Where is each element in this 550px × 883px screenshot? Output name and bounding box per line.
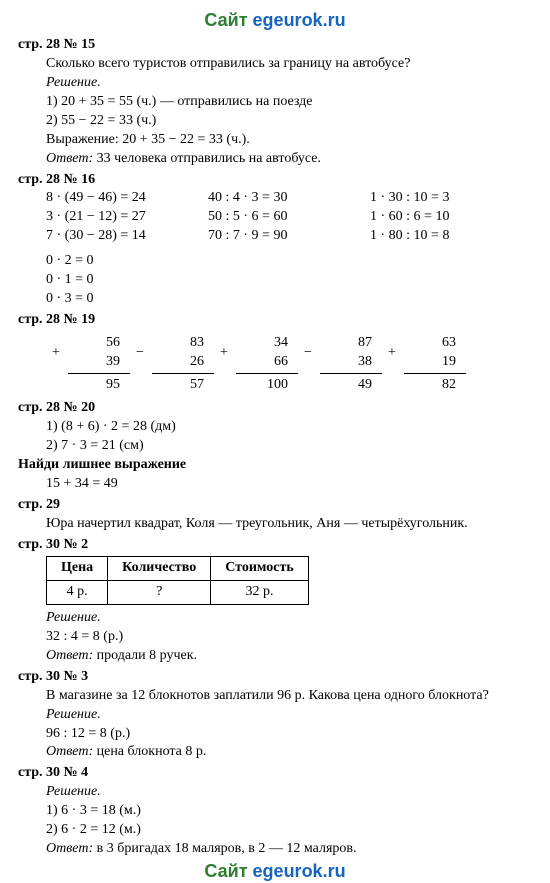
- sec-30-3-header: стр. 30 № 3: [18, 668, 532, 687]
- arith-2: − 83 26 57: [130, 334, 214, 396]
- p16-e1: 0 · 2 = 0: [46, 252, 532, 271]
- p15-reshenie: Решение.: [46, 74, 532, 93]
- table-row: Цена Количество Стоимость: [47, 557, 309, 581]
- arith-3-op: +: [220, 344, 228, 363]
- p15-ans-text: 33 человека отправились на автобусе.: [93, 151, 321, 166]
- sec-29-header: стр. 29: [18, 496, 532, 515]
- sec-28-16-header: стр. 28 № 16: [18, 171, 532, 190]
- p15-answer: Ответ: 33 человека отправились на автобу…: [46, 150, 532, 169]
- sec-28-15-header: стр. 28 № 15: [18, 36, 532, 55]
- site-word1: Сайт: [204, 10, 247, 30]
- p16-row1: 8 · (49 − 46) = 24 40 : 4 · 3 = 30 1 · 3…: [46, 189, 532, 208]
- p30-2-answer: Ответ: продали 8 ручек.: [46, 647, 532, 666]
- table-row: 4 р. ? 32 р.: [47, 581, 309, 605]
- p20-extra: 15 + 34 = 49: [46, 475, 532, 494]
- p30-2-reshenie: Решение.: [46, 609, 532, 628]
- p15-ans-label: Ответ:: [46, 151, 93, 166]
- p16-row3: 7 · (30 − 28) = 14 70 : 7 · 9 = 90 1 · 8…: [46, 227, 532, 246]
- p15-question: Сколько всего туристов отправились за гр…: [46, 55, 532, 74]
- site-header: Сайт egeurok.ru: [18, 8, 532, 32]
- p19-arith-row: + 56 39 95 − 83 26 57 + 34 66 100 − 87 3…: [46, 334, 532, 396]
- arith-4: − 87 38 49: [298, 334, 382, 396]
- arith-5: + 63 19 82: [382, 334, 466, 396]
- p15-l3: Выражение: 20 + 35 − 22 = 33 (ч.).: [46, 131, 532, 150]
- p16-r2c2: 50 : 5 · 6 = 60: [208, 208, 370, 227]
- arith-3: + 34 66 100: [214, 334, 298, 396]
- arith-5-r: 82: [382, 376, 466, 395]
- p16-r3c3: 1 · 80 : 10 = 8: [370, 227, 532, 246]
- arith-3-r: 100: [214, 376, 298, 395]
- td-price: 4 р.: [47, 581, 108, 605]
- p30-4-answer: Ответ: в 3 бригадах 18 маляров, в 2 — 12…: [46, 840, 532, 859]
- p15-l1: 1) 20 + 35 = 55 (ч.) — отправились на по…: [46, 93, 532, 112]
- arith-5-op: +: [388, 344, 396, 363]
- p30-2-ans-label: Ответ:: [46, 648, 93, 663]
- sec-28-20-header: стр. 28 № 20: [18, 399, 532, 418]
- p30-3-ans-text: цена блокнота 8 р.: [93, 744, 206, 759]
- p16-r2c3: 1 · 60 : 6 = 10: [370, 208, 532, 227]
- arith-1-r: 95: [46, 376, 130, 395]
- th-qty: Количество: [108, 557, 211, 581]
- p16-r3c1: 7 · (30 − 28) = 14: [46, 227, 208, 246]
- site-word2: egeurok.ru: [253, 10, 346, 30]
- td-qty: ?: [108, 581, 211, 605]
- p16-row2: 3 · (21 − 12) = 27 50 : 5 · 6 = 60 1 · 6…: [46, 208, 532, 227]
- p16-r1c2: 40 : 4 · 3 = 30: [208, 189, 370, 208]
- p30-2-ans-text: продали 8 ручек.: [93, 648, 197, 663]
- p30-3-ans-label: Ответ:: [46, 744, 93, 759]
- td-cost: 32 р.: [211, 581, 309, 605]
- p16-e2: 0 · 1 = 0: [46, 271, 532, 290]
- arith-2-r: 57: [130, 376, 214, 395]
- p30-3-reshenie: Решение.: [46, 706, 532, 725]
- p30-3-answer: Ответ: цена блокнота 8 р.: [46, 743, 532, 762]
- p20-l1: 1) (8 + 6) · 2 = 28 (дм): [46, 418, 532, 437]
- p20-extra-label: Найди лишнее выражение: [18, 456, 532, 475]
- th-price: Цена: [47, 557, 108, 581]
- p15-l2: 2) 55 − 22 = 33 (ч.): [46, 112, 532, 131]
- p16-r2c1: 3 · (21 − 12) = 27: [46, 208, 208, 227]
- p16-e3: 0 · 3 = 0: [46, 290, 532, 309]
- arith-4-r: 49: [298, 376, 382, 395]
- p20-l2: 2) 7 · 3 = 21 (см): [46, 437, 532, 456]
- p29-text: Юра начертил квадрат, Коля — треугольник…: [46, 515, 532, 534]
- p30-4-l1: 1) 6 · 3 = 18 (м.): [46, 802, 532, 821]
- p30-4-l2: 2) 6 · 2 = 12 (м.): [46, 821, 532, 840]
- sec-30-2-header: стр. 30 № 2: [18, 536, 532, 555]
- arith-2-op: −: [136, 344, 144, 363]
- arith-1-op: +: [52, 344, 60, 363]
- site-footer: Сайт egeurok.ru: [18, 859, 532, 883]
- price-table: Цена Количество Стоимость 4 р. ? 32 р.: [46, 556, 309, 605]
- p16-r1c1: 8 · (49 − 46) = 24: [46, 189, 208, 208]
- site-word1-f: Сайт: [204, 861, 247, 881]
- arith-4-op: −: [304, 344, 312, 363]
- p16-r3c2: 70 : 7 · 9 = 90: [208, 227, 370, 246]
- site-word2-f: egeurok.ru: [253, 861, 346, 881]
- th-cost: Стоимость: [211, 557, 309, 581]
- p30-3-q: В магазине за 12 блокнотов заплатили 96 …: [46, 687, 532, 706]
- sec-28-19-header: стр. 28 № 19: [18, 311, 532, 330]
- p30-3-l1: 96 : 12 = 8 (р.): [46, 725, 532, 744]
- sec-30-4-header: стр. 30 № 4: [18, 764, 532, 783]
- p16-r1c3: 1 · 30 : 10 = 3: [370, 189, 532, 208]
- p30-4-reshenie: Решение.: [46, 783, 532, 802]
- arith-1: + 56 39 95: [46, 334, 130, 396]
- p30-2-l1: 32 : 4 = 8 (р.): [46, 628, 532, 647]
